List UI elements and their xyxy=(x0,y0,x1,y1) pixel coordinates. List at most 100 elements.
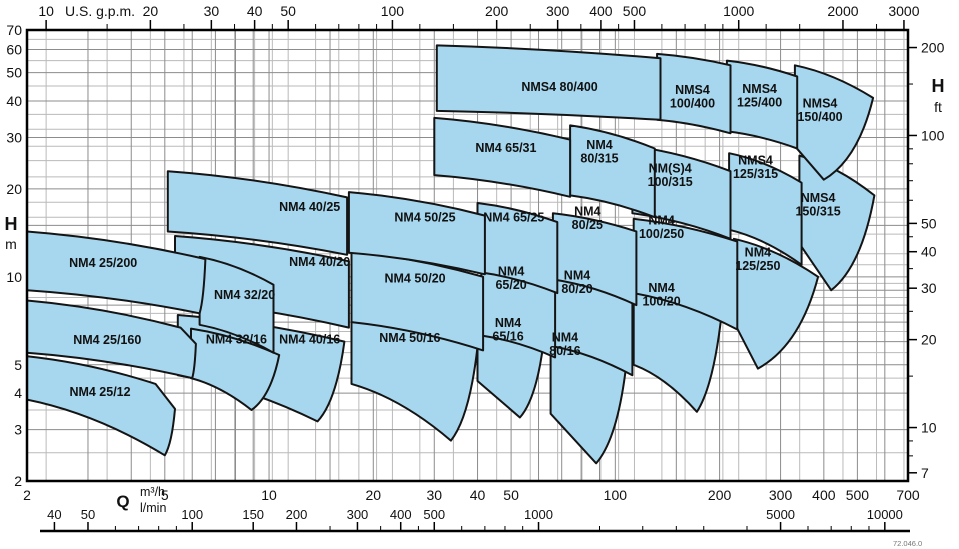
axis-tick-label: 300 xyxy=(769,487,793,503)
pump-region-nm4-65-25[interactable] xyxy=(476,202,559,295)
axis-tick-label: 3000 xyxy=(888,3,919,19)
axis-tick-label: 300 xyxy=(546,3,570,19)
pump-region-nm-s-4-100-315[interactable] xyxy=(631,145,732,240)
axis-tick-label: 70 xyxy=(6,22,22,38)
axis-tick-label: 1000 xyxy=(723,3,754,19)
pump-region-label: NM4 125/250 xyxy=(735,246,780,274)
pump-region-nms4-100-400[interactable] xyxy=(656,52,732,135)
axis-tick-label: 1000 xyxy=(524,507,553,522)
axis-unit-m: m xyxy=(5,236,17,252)
axis-tick-label: 20 xyxy=(366,487,382,503)
pump-region-label: NM4 100/250 xyxy=(639,214,684,242)
axis-tick-label: 50 xyxy=(280,3,296,19)
axis-tick-label: 100 xyxy=(604,487,628,503)
axis-tick-label: 20 xyxy=(921,332,937,348)
axis-tick-label: 40 xyxy=(6,93,22,109)
pump-region-nm4-32-16[interactable] xyxy=(190,327,281,411)
axis-tick-label: 200 xyxy=(286,507,308,522)
pump-region-nm4-32-20[interactable] xyxy=(198,255,275,354)
axis-tick-label: 40 xyxy=(921,244,937,260)
axis-tick-label: 50 xyxy=(921,215,937,231)
pump-region-nms4-125-315[interactable] xyxy=(728,152,803,266)
pump-region-label: NM(S)4 100/315 xyxy=(648,162,693,190)
pump-region-label: NM4 65/25 xyxy=(483,211,544,225)
axis-tick-label: 200 xyxy=(485,3,509,19)
axis-tick-label: 400 xyxy=(812,487,836,503)
axis-tick-label: 10000 xyxy=(867,507,903,522)
axis-tick-label: 500 xyxy=(423,507,445,522)
axis-unit-h-left: H xyxy=(5,214,18,234)
pump-region-nm4-25-12[interactable] xyxy=(27,355,176,457)
pump-region-label: NM4 50/20 xyxy=(384,272,445,286)
pump-region-nm4-65-31[interactable] xyxy=(433,116,572,198)
axis-tick-label: 4 xyxy=(14,385,22,401)
pump-region-label: NM4 80/25 xyxy=(572,205,603,233)
pump-region-nms4-80-400[interactable] xyxy=(435,44,662,121)
axis-unit-ft: ft xyxy=(934,99,942,115)
axis-top-usgpm: 10 20 30 40 50 100 200 300 400 500 1000 2000 3000 U.S… xyxy=(38,3,920,30)
axis-tick-label: 7 xyxy=(921,465,929,481)
axis-tick-label: 700 xyxy=(896,487,920,503)
axis-tick-label: 30 xyxy=(6,129,22,145)
pump-region-label: NM4 65/16 xyxy=(492,316,523,344)
axis-tick-label: 20 xyxy=(143,3,159,19)
pump-region-label: NM4 80/315 xyxy=(580,138,618,166)
axis-tick-label: 400 xyxy=(390,507,412,522)
pump-region-label: NM4 40/20 xyxy=(289,255,350,269)
axis-tick-label: 200 xyxy=(708,487,732,503)
pump-region-nms4-150-400[interactable] xyxy=(793,64,875,181)
pump-region-nms4-150-315[interactable] xyxy=(798,154,876,292)
axis-tick-label: 30 xyxy=(426,487,442,503)
pump-region-label: NMS4 150/400 xyxy=(797,97,842,125)
axis-tick-label: 50 xyxy=(6,65,22,81)
axis-tick-label: 50 xyxy=(81,507,95,522)
pump-region-label: NMS4 80/400 xyxy=(521,80,597,94)
axis-right-ft: 200 100 50 40 30 20 10 7 Hft xyxy=(908,40,945,481)
axis-tick-label: 100 xyxy=(181,507,203,522)
doc-number: 72.046.0 xyxy=(893,539,922,548)
pump-region-nm4-25-160[interactable] xyxy=(27,299,197,380)
pump-region-label: NM4 65/31 xyxy=(475,141,536,155)
axis-tick-label: 60 xyxy=(6,42,22,58)
axis-tick-label: 40 xyxy=(247,3,263,19)
axis-tick-label: 20 xyxy=(6,181,22,197)
axis-tick-label: 50 xyxy=(503,487,519,503)
axis-tick-label: 30 xyxy=(204,3,220,19)
axis-tick-label: 500 xyxy=(846,487,870,503)
pump-region-nm4-80-25[interactable] xyxy=(551,212,638,307)
pump-region-label: NM4 40/16 xyxy=(279,332,340,346)
pump-region-label: NM4 32/20 xyxy=(214,288,275,302)
pump-region-nm4-80-315[interactable] xyxy=(569,124,656,219)
pump-region-label: NM4 50/25 xyxy=(394,211,455,225)
pump-region-nm4-125-250[interactable] xyxy=(732,237,820,370)
pump-region-nm4-40-25[interactable] xyxy=(166,170,349,256)
axis-unit-h-right: H xyxy=(932,76,945,96)
pump-region-label: NM4 25/160 xyxy=(73,333,141,347)
pump-region-label: NMS4 125/400 xyxy=(737,82,782,110)
axis-bottom-lmin: 40 50 100 150 200 300 400 500 1000 5000 10000 xyxy=(40,507,910,533)
axis-tick-label: 2 xyxy=(23,487,31,503)
axis-tick-label: 10 xyxy=(38,3,54,19)
pump-region-labels: NMS4 150/315 NMS4 150/400 NM4 125/250 NMS4 125/… xyxy=(69,80,843,399)
axis-tick-label: 10 xyxy=(6,269,22,285)
pump-region-nm4-25-200[interactable] xyxy=(27,230,207,315)
pump-region-nms4-125-400[interactable] xyxy=(725,59,799,150)
pump-region-nm4-50-25[interactable] xyxy=(347,191,486,276)
pump-region-nm4-100-250[interactable] xyxy=(632,217,739,331)
axis-tick-label: 10 xyxy=(921,420,937,436)
pump-region-label: NMS4 150/315 xyxy=(795,191,840,219)
axis-tick-label: 100 xyxy=(381,3,405,19)
axis-unit-lmin: l/min xyxy=(140,501,166,515)
pump-region-label: NM4 25/200 xyxy=(69,256,137,270)
axis-unit-m3h: m³/h xyxy=(140,485,165,499)
pump-region-label: NM4 80/20 xyxy=(561,269,592,297)
axis-tick-label: 400 xyxy=(589,3,613,19)
axis-tick-label: 150 xyxy=(242,507,264,522)
pump-region-label: NM4 50/16 xyxy=(379,331,440,345)
pump-region-label: NM4 32/16 xyxy=(206,332,267,346)
axis-tick-label: 5 xyxy=(14,357,22,373)
axis-bottom-m3h: 2 5 10 20 30 40 50 100 200 300 400 500 700 Q m³/h l/min xyxy=(23,485,920,515)
axis-tick-label: 100 xyxy=(921,127,945,143)
axis-left-m: 70 60 50 40 30 20 10 5 4 3 2 Hm xyxy=(5,22,23,489)
